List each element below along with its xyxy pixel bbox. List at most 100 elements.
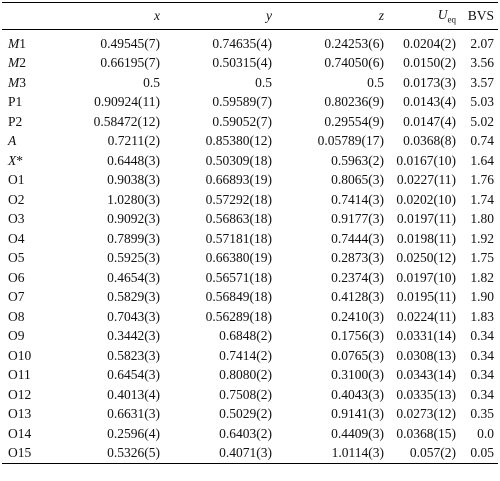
cell: 0.0197(10) [396,269,456,285]
cell: 0.5029(2) [219,406,272,422]
table-row: O15 0.5326(5) 0.4071(3) 1.0114(3) 0.057(2) 0.… [2,444,498,464]
atom-label: A [8,133,17,149]
cell: 0.4013(4) [107,386,160,402]
table-row: O9 0.3442(3) 0.6848(2) 0.1756(3) 0.0331(14) 0… [2,327,498,347]
atom-label: M2 [8,55,26,71]
cell: 0.34 [470,367,494,383]
cell: 1.74 [470,191,494,207]
table-row: P2 0.58472(12) 0.59052(7) 0.29554(9) 0.0147(… [2,112,498,132]
cell: 0.7414(2) [219,347,272,363]
atom-label: O8 [8,308,25,324]
cell: 0.5963(2) [331,152,384,168]
cell: 0.0308(13) [396,347,456,363]
table-row: O14 0.2596(4) 0.6403(2) 0.4409(3) 0.0368(15)… [2,424,498,444]
table-row: M1 0.49545(7) 0.74635(4) 0.24253(6) 0.0204(2… [2,30,498,54]
cell: 0.0331(14) [396,328,456,344]
table-row: O4 0.7899(3) 0.57181(18) 0.7444(3) 0.0198(11… [2,229,498,249]
table-row: O1 0.9038(3) 0.66893(19) 0.8065(3) 0.0227(11… [2,171,498,191]
cell: 0.8080(2) [219,367,272,383]
cell: 0.0250(12) [396,250,456,266]
cell: 0.05 [470,445,494,461]
cell: 0.0173(3) [403,74,456,90]
cell: 0.0368(15) [396,425,456,441]
cell: 0.6848(2) [219,328,272,344]
cell: 0.0150(2) [403,55,456,71]
atom-label: O7 [8,289,25,305]
cell: 0.58472(12) [93,113,160,129]
cell: 0.7444(3) [331,230,384,246]
atom-label: O9 [8,328,25,344]
table-row: O11 0.6454(3) 0.8080(2) 0.3100(3) 0.0343(14)… [2,366,498,386]
table-row: O12 0.4013(4) 0.7508(2) 0.4043(3) 0.0335(13)… [2,385,498,405]
column-header: y [164,3,276,30]
atom-label: X* [8,152,23,168]
header-text: x [154,8,160,23]
header-row: x y z Ueq BVS [2,2,498,30]
cell: 0.0224(11) [396,308,456,324]
cell: 0.5326(5) [107,445,160,461]
cell: 0.2596(4) [107,425,160,441]
header-text: y [266,8,272,23]
cell: 0.0198(11) [396,230,456,246]
cell: 0.7414(3) [331,191,384,207]
cell: 0.5829(3) [107,289,160,305]
atom-label: O10 [8,347,32,363]
cell: 1.80 [470,211,494,227]
atom-label: O3 [8,211,25,227]
cell: 0.56289(18) [205,308,272,324]
cell: 0.9092(3) [107,211,160,227]
cell: 0.5823(3) [107,347,160,363]
cell: 0.0 [477,425,494,441]
cell: 1.92 [470,230,494,246]
cell: 0.6403(2) [219,425,272,441]
cell: 0.6448(3) [107,152,160,168]
atom-label: O5 [8,250,25,266]
cell: 0.5 [143,74,160,90]
table-row: O2 1.0280(3) 0.57292(18) 0.7414(3) 0.0202(10… [2,190,498,210]
cell: 0.0368(8) [403,133,456,149]
cell: 0.56571(18) [205,269,272,285]
cell: 0.0143(4) [403,94,456,110]
table-row: O5 0.5925(3) 0.66380(19) 0.2873(3) 0.0250(12… [2,249,498,269]
atom-label: M3 [8,74,26,90]
cell: 0.0765(3) [331,347,384,363]
cell: 0.66380(19) [205,250,272,266]
cell: 0.0335(13) [396,386,456,402]
cell: 1.90 [470,289,494,305]
column-header: x [54,3,164,30]
table-row: O8 0.7043(3) 0.56289(18) 0.2410(3) 0.0224(11… [2,307,498,327]
cell: 0.7043(3) [107,308,160,324]
corner [2,3,54,30]
cell: 0.59052(7) [212,113,272,129]
cell: 1.0114(3) [331,445,384,461]
cell: 5.03 [470,94,494,110]
cell: 1.0280(3) [107,191,160,207]
cell: 0.8065(3) [331,172,384,188]
cell: 5.02 [470,113,494,129]
cell: 0.34 [470,386,494,402]
cell: 0.2873(3) [331,250,384,266]
atom-label: P1 [8,94,23,110]
atom-label: O13 [8,406,32,422]
header-text: z [378,8,384,23]
cell: 0.56849(18) [205,289,272,305]
cell: 1.75 [470,250,494,266]
cell: 0.85380(12) [205,133,272,149]
cell: 0.4071(3) [219,445,272,461]
cell: 0.74635(4) [212,35,272,51]
cell: 0.9177(3) [331,211,384,227]
cell: 0.0204(2) [403,35,456,51]
column-header: Ueq [388,3,460,30]
cell: 0.59589(7) [212,94,272,110]
cell: 3.57 [470,74,494,90]
cell: 0.0147(4) [403,113,456,129]
data-table: x y z Ueq BVS M1 0.49545(7) 0.74635(4) 0.24253(… [2,2,498,464]
cell: 0.5 [255,74,272,90]
column-header: z [276,3,388,30]
cell: 0.80236(9) [324,94,384,110]
cell: 0.50309(18) [205,152,272,168]
cell: 0.74 [470,133,494,149]
table-row: O13 0.6631(3) 0.5029(2) 0.9141(3) 0.0273(12)… [2,405,498,425]
cell: 0.6454(3) [107,367,160,383]
